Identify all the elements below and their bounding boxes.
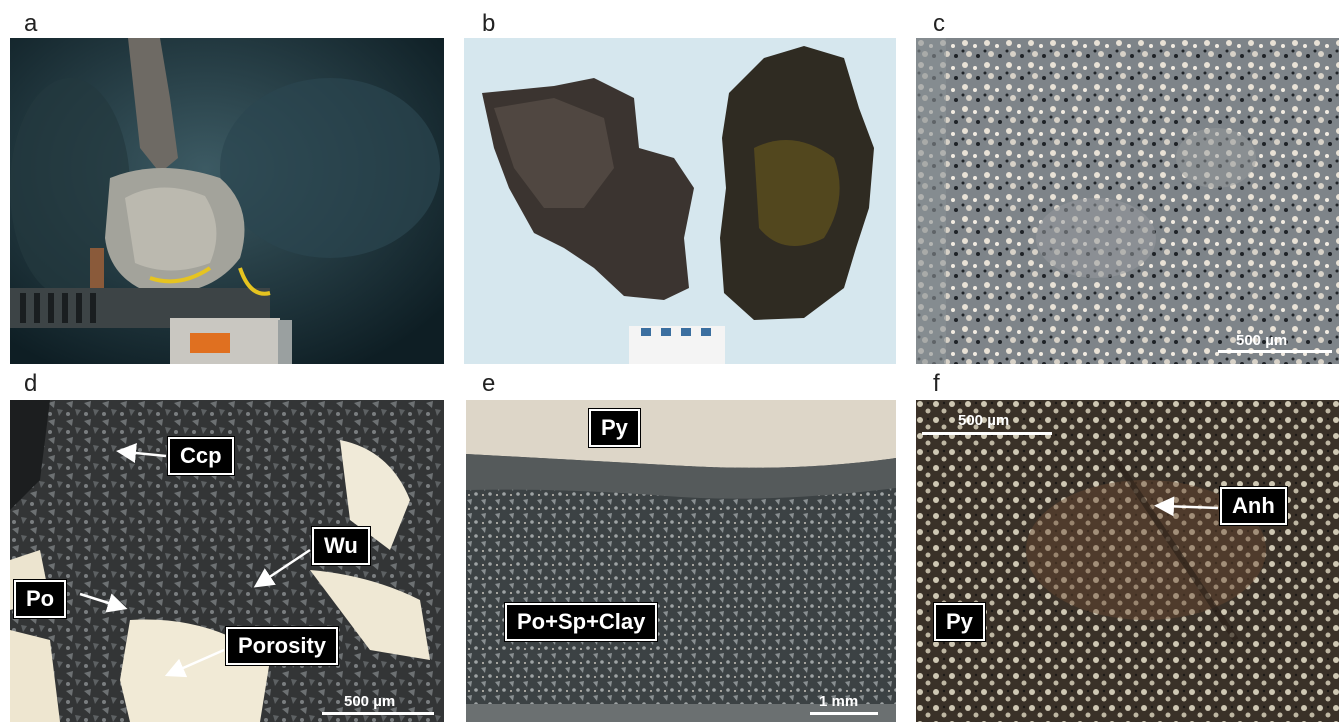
label-porosity: Porosity bbox=[226, 627, 339, 665]
panel-a-seafloor-photo bbox=[10, 38, 444, 364]
panel-d-micrograph: 500 µm Ccp Wu Po Porosity bbox=[10, 400, 444, 722]
panel-f-micrograph: 500 µm Anh Py bbox=[916, 400, 1339, 722]
label-anh: Anh bbox=[1220, 487, 1287, 525]
panel-e-micrograph: 1 mm Py Po+Sp+Clay bbox=[466, 400, 896, 722]
scale-bar-label-c: 500 µm bbox=[1236, 332, 1288, 349]
scale-bar-label-f: 500 µm bbox=[958, 412, 1010, 429]
panel-label-d: d bbox=[24, 370, 38, 397]
label-po-sp-clay: Po+Sp+Clay bbox=[505, 603, 658, 641]
panel-c-micrograph: 500 µm bbox=[916, 38, 1339, 364]
scale-bar-label-d: 500 µm bbox=[344, 693, 396, 710]
panel-label-a: a bbox=[24, 10, 38, 37]
label-wu: Wu bbox=[312, 527, 370, 565]
panel-label-e: e bbox=[482, 370, 496, 397]
label-py: Py bbox=[589, 409, 640, 447]
scale-bar-f bbox=[922, 432, 1052, 435]
scale-bar-e bbox=[810, 712, 878, 715]
panel-label-b: b bbox=[482, 10, 496, 37]
panel-label-c: c bbox=[933, 10, 945, 37]
scale-bar-c bbox=[1218, 350, 1332, 353]
scale-bar-d bbox=[322, 712, 434, 715]
label-po: Po bbox=[14, 580, 67, 618]
label-ccp: Ccp bbox=[168, 437, 234, 475]
scale-bar-label-e: 1 mm bbox=[819, 693, 859, 710]
label-py-f: Py bbox=[934, 603, 985, 641]
panel-label-f: f bbox=[933, 370, 940, 397]
panel-b-specimen-photo bbox=[464, 38, 896, 364]
